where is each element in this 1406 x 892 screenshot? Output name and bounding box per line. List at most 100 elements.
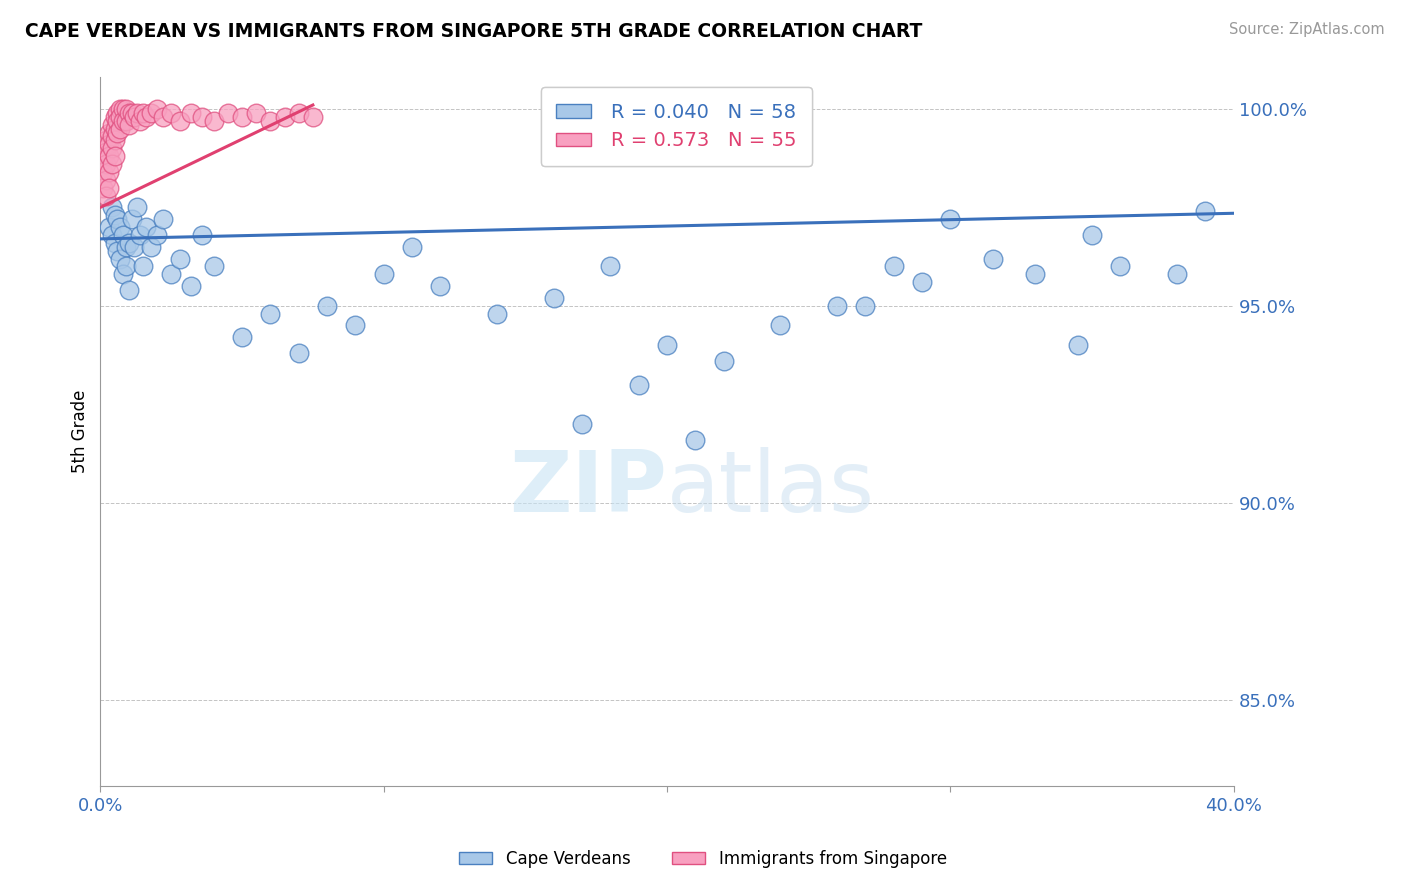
Point	[118, 235, 141, 250]
Point	[91, 141, 114, 155]
Point	[202, 260, 225, 274]
Point	[571, 417, 593, 431]
Point	[543, 291, 565, 305]
Point	[97, 220, 120, 235]
Point	[103, 133, 125, 147]
Point	[97, 149, 120, 163]
Point	[124, 110, 146, 124]
Point	[115, 260, 138, 274]
Point	[91, 165, 114, 179]
Point	[118, 118, 141, 132]
Text: CAPE VERDEAN VS IMMIGRANTS FROM SINGAPORE 5TH GRADE CORRELATION CHART: CAPE VERDEAN VS IMMIGRANTS FROM SINGAPOR…	[25, 22, 922, 41]
Point	[231, 110, 253, 124]
Point	[108, 102, 131, 116]
Point	[121, 106, 143, 120]
Point	[111, 113, 134, 128]
Point	[97, 180, 120, 194]
Point	[105, 113, 128, 128]
Point	[217, 106, 239, 120]
Point	[94, 157, 117, 171]
Point	[132, 260, 155, 274]
Point	[135, 220, 157, 235]
Point	[160, 106, 183, 120]
Point	[146, 227, 169, 242]
Point	[108, 121, 131, 136]
Point	[132, 106, 155, 120]
Point	[97, 126, 120, 140]
Point	[100, 141, 122, 155]
Point	[115, 102, 138, 116]
Point	[627, 377, 650, 392]
Point	[100, 129, 122, 144]
Point	[100, 227, 122, 242]
Point	[1081, 227, 1104, 242]
Point	[108, 110, 131, 124]
Point	[100, 200, 122, 214]
Point	[94, 133, 117, 147]
Point	[105, 212, 128, 227]
Y-axis label: 5th Grade: 5th Grade	[72, 390, 89, 474]
Point	[713, 354, 735, 368]
Point	[825, 299, 848, 313]
Point	[599, 260, 621, 274]
Point	[121, 212, 143, 227]
Point	[180, 279, 202, 293]
Point	[152, 110, 174, 124]
Point	[1024, 268, 1046, 282]
Point	[111, 268, 134, 282]
Point	[97, 137, 120, 152]
Point	[118, 106, 141, 120]
Point	[883, 260, 905, 274]
Point	[231, 330, 253, 344]
Point	[259, 307, 281, 321]
Point	[191, 227, 214, 242]
Point	[855, 299, 877, 313]
Point	[655, 338, 678, 352]
Point	[105, 126, 128, 140]
Point	[129, 227, 152, 242]
Point	[94, 188, 117, 202]
Point	[129, 113, 152, 128]
Point	[141, 240, 163, 254]
Point	[91, 180, 114, 194]
Point	[287, 346, 309, 360]
Point	[486, 307, 509, 321]
Point	[100, 118, 122, 132]
Text: atlas: atlas	[666, 447, 875, 530]
Point	[111, 102, 134, 116]
Point	[118, 283, 141, 297]
Point	[1194, 204, 1216, 219]
Point	[939, 212, 962, 227]
Point	[103, 121, 125, 136]
Point	[273, 110, 295, 124]
Point	[1166, 268, 1188, 282]
Point	[373, 268, 395, 282]
Text: ZIP: ZIP	[509, 447, 666, 530]
Point	[97, 165, 120, 179]
Point	[111, 227, 134, 242]
Point	[180, 106, 202, 120]
Point	[169, 252, 191, 266]
Point	[429, 279, 451, 293]
Point	[127, 200, 149, 214]
Point	[169, 113, 191, 128]
Point	[94, 145, 117, 160]
Point	[911, 275, 934, 289]
Point	[152, 212, 174, 227]
Point	[160, 268, 183, 282]
Point	[115, 240, 138, 254]
Point	[316, 299, 339, 313]
Point	[202, 113, 225, 128]
Point	[981, 252, 1004, 266]
Point	[259, 113, 281, 128]
Point	[141, 106, 163, 120]
Legend: R = 0.040   N = 58, R = 0.573   N = 55: R = 0.040 N = 58, R = 0.573 N = 55	[541, 87, 811, 166]
Point	[105, 106, 128, 120]
Point	[685, 433, 707, 447]
Point	[191, 110, 214, 124]
Point	[103, 208, 125, 222]
Point	[344, 318, 367, 333]
Point	[94, 173, 117, 187]
Point	[108, 220, 131, 235]
Point	[287, 106, 309, 120]
